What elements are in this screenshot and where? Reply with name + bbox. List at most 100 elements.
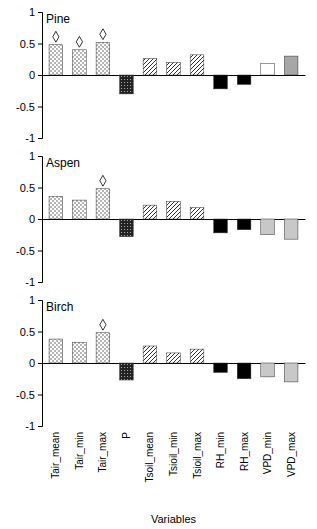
y-tick-label: 1	[29, 6, 35, 18]
significance-marker	[76, 36, 82, 47]
bar	[143, 59, 157, 75]
y-tick: -0.5	[16, 389, 42, 401]
plot-area	[49, 29, 298, 94]
y-tick: 0	[29, 69, 42, 81]
y-axis: -1 -0.5 0 0.5 1	[16, 150, 42, 288]
bar	[120, 75, 134, 94]
y-tick-label: -1	[25, 276, 35, 288]
y-tick: 0	[29, 357, 42, 369]
x-tick-label: VPD_min	[262, 432, 273, 474]
bar	[237, 363, 251, 379]
y-tick-mark	[38, 251, 42, 252]
bar	[73, 342, 87, 363]
y-tick: 0.5	[20, 326, 42, 338]
y-tick-mark	[38, 332, 42, 333]
bar	[284, 56, 298, 75]
bar	[143, 346, 157, 363]
x-tick-label: RH_max	[239, 432, 250, 471]
bar	[73, 200, 87, 219]
panel: -1-0.500.51Pine	[16, 6, 305, 144]
y-tick: 1	[29, 6, 42, 18]
y-tick-label: 0.5	[20, 182, 35, 194]
chart: -1-0.500.51Pine-1-0.500.51Aspen-1-0.500.…	[0, 0, 317, 529]
y-tick-label: 0	[29, 213, 35, 225]
bar	[120, 219, 134, 237]
y-tick-mark	[38, 138, 42, 139]
bar	[167, 201, 181, 219]
y-tick-label: 0	[29, 69, 35, 81]
y-tick: 1	[29, 294, 42, 306]
y-tick-mark	[38, 12, 42, 13]
y-tick: 0.5	[20, 38, 42, 50]
significance-marker	[100, 319, 106, 330]
x-axis-title: Variables	[151, 513, 197, 525]
bar	[96, 42, 110, 75]
x-tick-label: RH_min	[215, 432, 226, 468]
bar	[237, 75, 251, 84]
y-tick: 1	[29, 150, 42, 162]
y-axis: -1 -0.5 0 0.5 1	[16, 294, 42, 432]
x-tick-label: Tair_mean	[50, 432, 61, 479]
y-tick-mark	[38, 300, 42, 301]
y-axis-line	[38, 157, 43, 283]
bar	[237, 219, 251, 230]
bar	[96, 189, 110, 219]
y-tick-mark	[38, 363, 42, 364]
y-tick-mark	[38, 395, 42, 396]
bar	[73, 50, 87, 75]
y-tick-mark	[38, 107, 42, 108]
y-tick-label: 0	[29, 357, 35, 369]
bar	[167, 62, 181, 75]
y-tick-mark	[38, 75, 42, 76]
panel: -1-0.500.51BirchTair_meanTair_minTair_ma…	[16, 294, 305, 525]
y-tick-label: 1	[29, 294, 35, 306]
significance-marker	[100, 29, 106, 40]
panel-title: Birch	[46, 300, 73, 314]
bar	[261, 219, 275, 235]
plot-area	[49, 319, 298, 382]
bar	[49, 339, 63, 363]
bar	[96, 333, 110, 363]
bar	[190, 349, 204, 363]
x-tick-label: Tsioil_max	[192, 432, 203, 479]
y-tick-label: -0.5	[16, 245, 35, 257]
plot-area	[49, 175, 298, 239]
bar	[261, 363, 275, 377]
y-tick: -1	[25, 420, 42, 432]
y-tick-mark	[38, 188, 42, 189]
y-tick: -0.5	[16, 245, 42, 257]
y-tick-label: 0.5	[20, 38, 35, 50]
panel-title: Pine	[46, 12, 70, 26]
y-tick-label: 0.5	[20, 326, 35, 338]
y-tick-mark	[38, 219, 42, 220]
y-axis-line	[38, 13, 43, 139]
x-tick-label: VPD_max	[286, 432, 297, 477]
y-axis-line	[38, 301, 43, 427]
bar	[167, 353, 181, 363]
bar	[120, 363, 134, 380]
bar	[284, 219, 298, 239]
y-tick-mark	[38, 44, 42, 45]
bar	[261, 64, 275, 75]
y-tick-label: -1	[25, 420, 35, 432]
y-tick: 0.5	[20, 182, 42, 194]
panel-title: Aspen	[46, 156, 80, 170]
y-tick: -1	[25, 276, 42, 288]
bar	[190, 55, 204, 75]
y-tick-mark	[38, 426, 42, 427]
bar	[143, 205, 157, 219]
bar	[214, 75, 228, 89]
y-tick-label: -1	[25, 132, 35, 144]
bar	[190, 208, 204, 219]
panel: -1 -0.5 0 0.5 1 Aspen	[16, 150, 305, 288]
y-tick-mark	[38, 282, 42, 283]
x-tick-label: Tair_min	[74, 432, 85, 470]
y-tick: -1	[25, 132, 42, 144]
bar	[214, 363, 228, 372]
y-tick-mark	[38, 156, 42, 157]
y-tick-label: 1	[29, 150, 35, 162]
y-tick: 0	[29, 213, 42, 225]
bar	[49, 196, 63, 219]
x-tick-label: Tsoil_mean	[144, 432, 155, 483]
bar	[49, 45, 63, 75]
